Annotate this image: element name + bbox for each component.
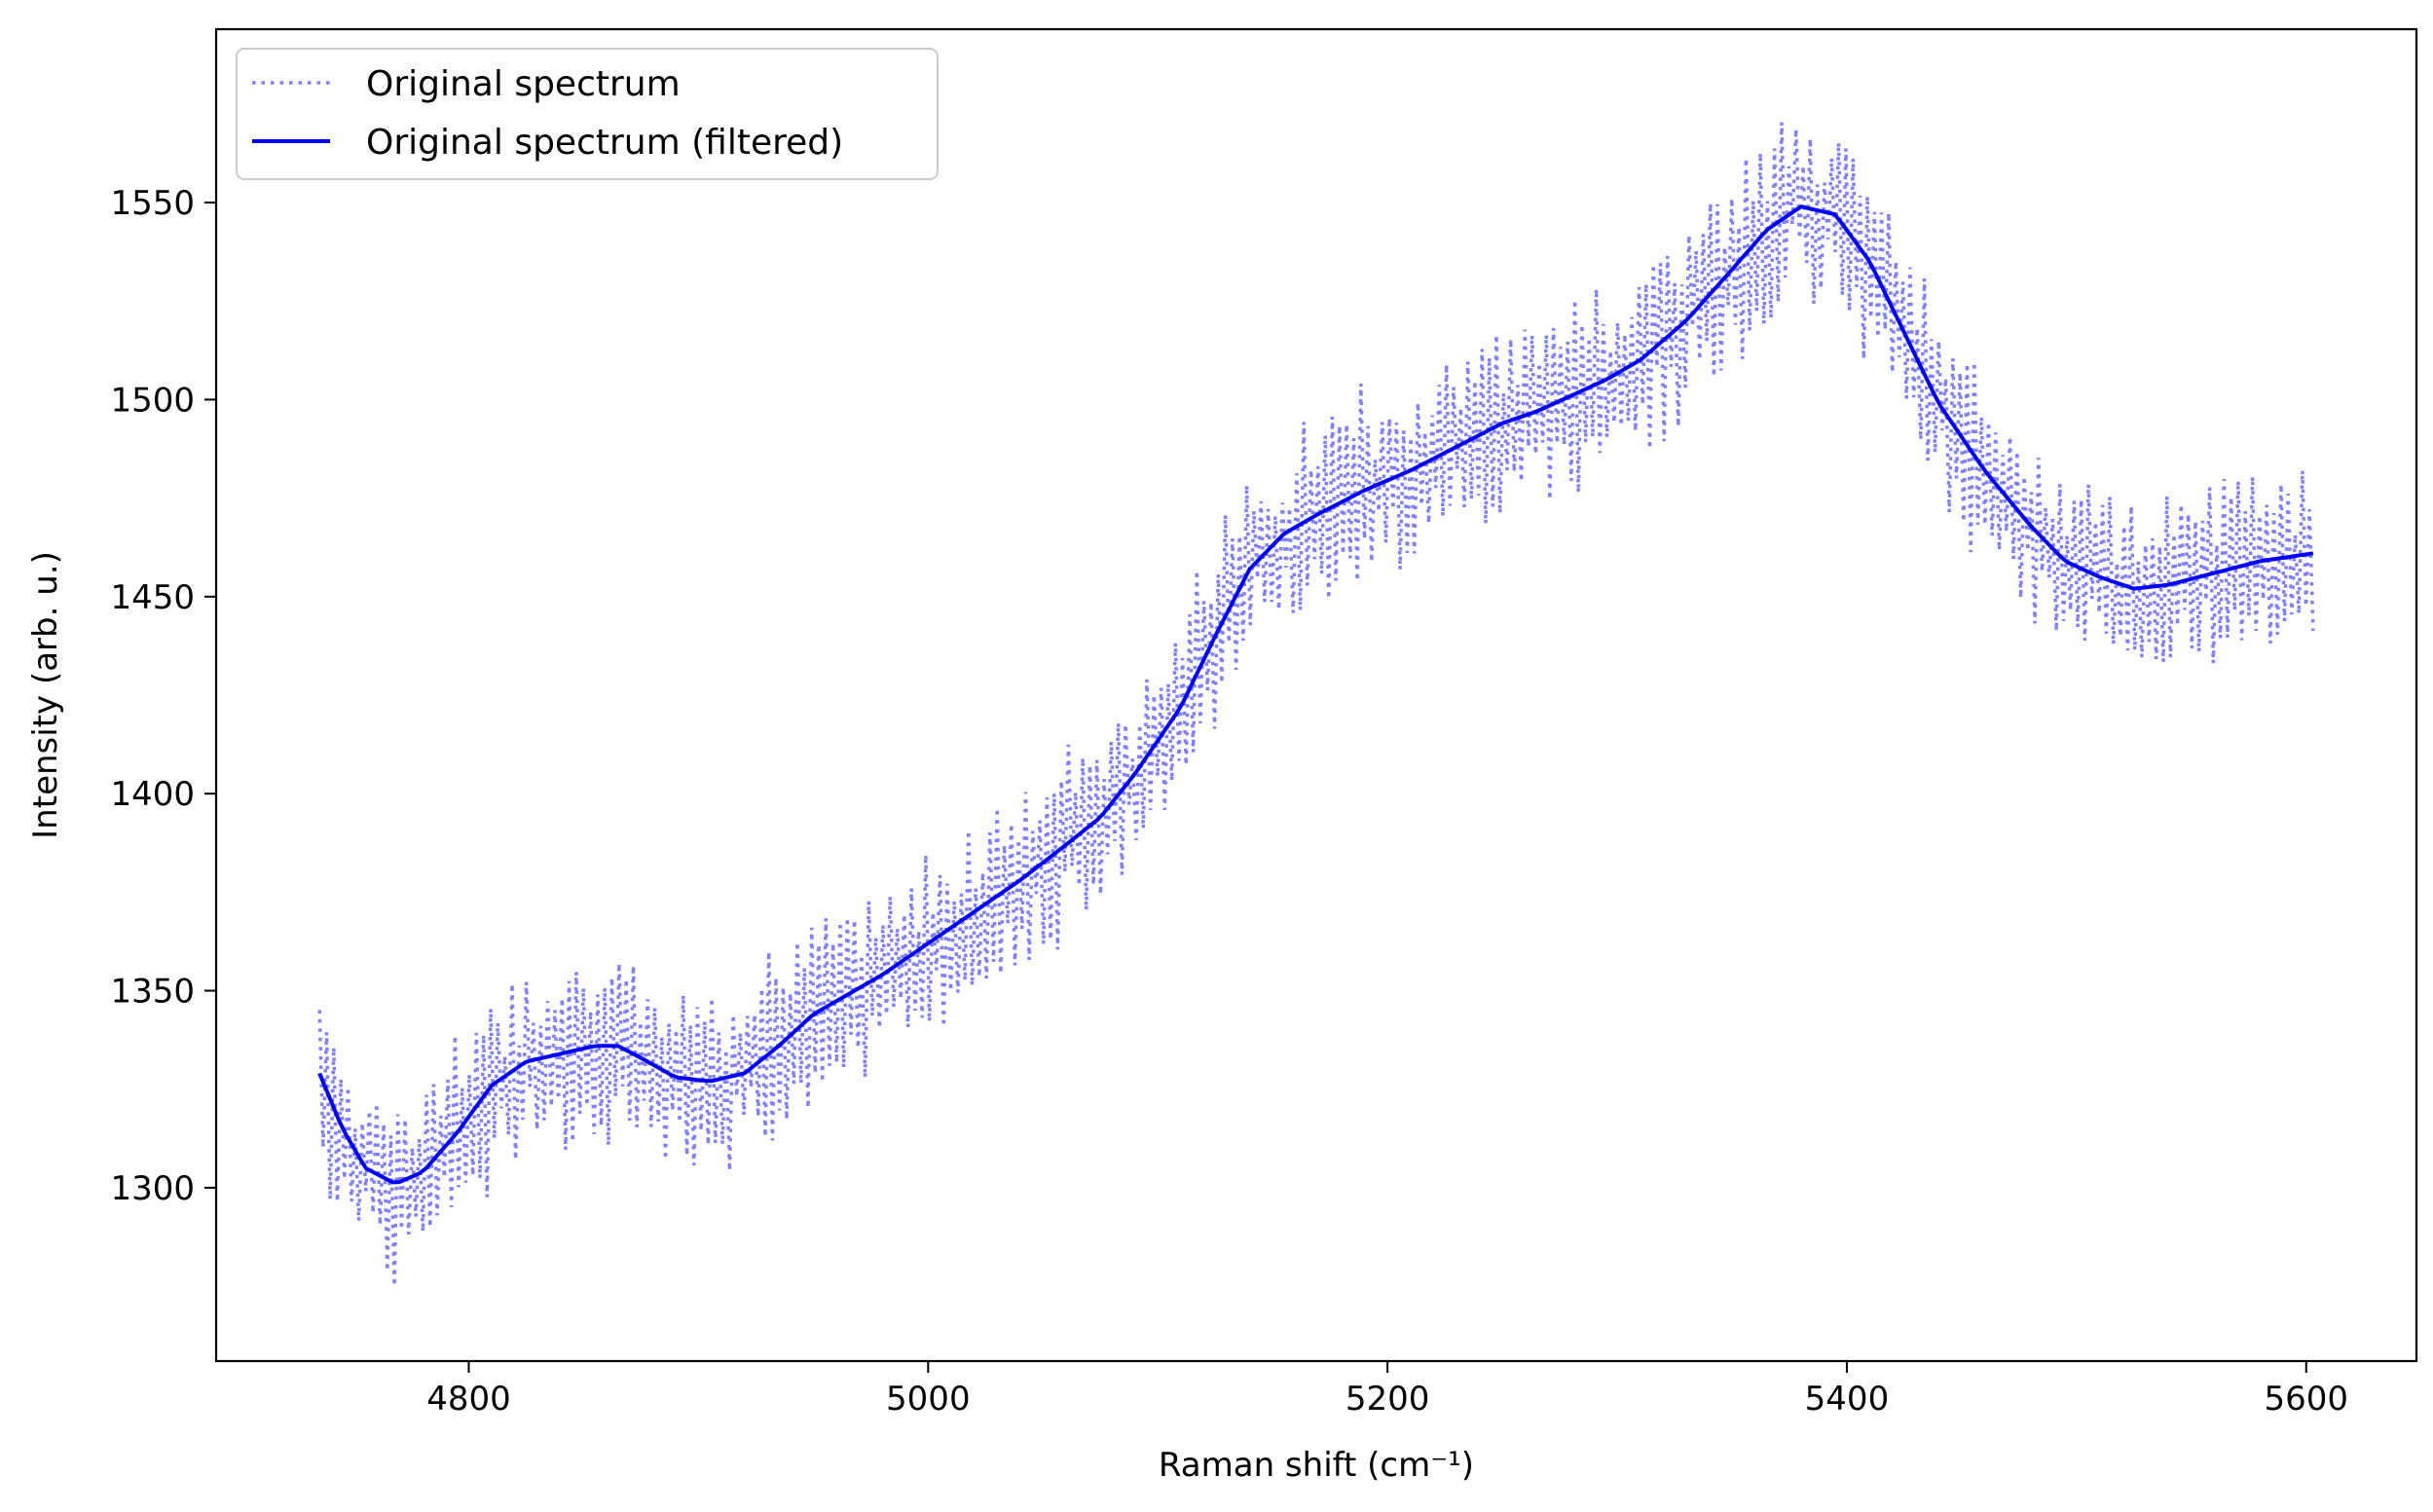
series-original-spectrum-filtered: [317, 204, 2314, 1185]
y-tick-label: 1500: [110, 381, 195, 420]
x-tick-label: 5000: [886, 1380, 971, 1419]
legend: Original spectrum Original spectrum (fil…: [236, 48, 939, 180]
x-tick-label: 5400: [1805, 1380, 1890, 1419]
legend-label-filtered: Original spectrum (filtered): [366, 123, 843, 163]
y-tick-label: 1550: [110, 184, 195, 223]
y-axis-label: Intensity (arb. u.): [26, 551, 65, 839]
series-layer: [317, 122, 2315, 1286]
y-tick-label: 1450: [110, 578, 195, 617]
plot-frame: [214, 27, 2418, 1363]
x-tick-label: 4800: [426, 1380, 511, 1419]
x-tick-label: 5200: [1346, 1380, 1430, 1419]
x-tick-label: 5600: [2264, 1380, 2348, 1419]
legend-box: [236, 48, 939, 180]
ticks-layer: 4800 5000 5200 5400 5600 1300 1350 1400 1450 1500…: [110, 184, 2348, 1419]
y-tick-label: 1400: [110, 775, 195, 814]
y-tick-label: 1350: [110, 973, 195, 1012]
legend-label-original: Original spectrum: [366, 64, 681, 104]
series-original-spectrum: [317, 122, 2315, 1286]
x-axis-label: Raman shift (cm⁻¹): [1159, 1446, 1474, 1485]
y-tick-label: 1300: [110, 1169, 195, 1208]
